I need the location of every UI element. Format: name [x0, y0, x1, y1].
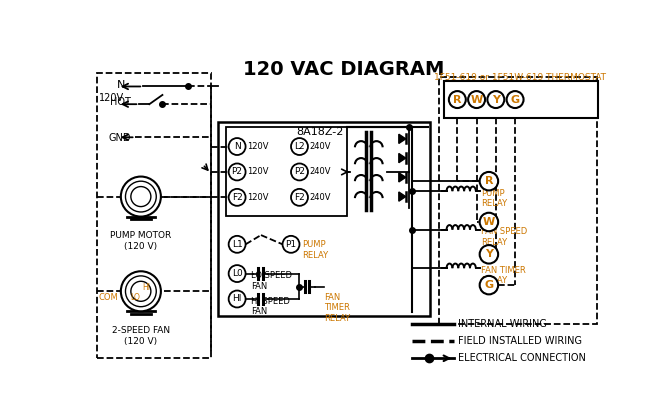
Text: F2: F2 [294, 193, 305, 202]
Text: FAN SPEED
RELAY: FAN SPEED RELAY [481, 228, 527, 247]
Text: FAN
TIMER
RELAY: FAN TIMER RELAY [324, 293, 350, 323]
Text: P2: P2 [232, 168, 243, 176]
Polygon shape [399, 173, 406, 182]
Circle shape [291, 138, 308, 155]
Text: HI SPEED
FAN: HI SPEED FAN [251, 297, 290, 316]
Circle shape [228, 236, 246, 253]
Text: 120 VAC DIAGRAM: 120 VAC DIAGRAM [243, 59, 444, 78]
Text: N: N [234, 142, 241, 151]
Circle shape [283, 236, 299, 253]
Circle shape [121, 271, 161, 311]
Text: FIELD INSTALLED WIRING: FIELD INSTALLED WIRING [458, 336, 582, 347]
Text: L1: L1 [232, 240, 243, 249]
Text: 1F51-619 or 1F51W-619 THERMOSTAT: 1F51-619 or 1F51W-619 THERMOSTAT [434, 73, 606, 83]
Text: Y: Y [492, 95, 500, 105]
Text: 2-SPEED FAN
(120 V): 2-SPEED FAN (120 V) [112, 326, 170, 346]
Text: L2: L2 [294, 142, 305, 151]
Bar [218, 122, 430, 316]
Polygon shape [399, 153, 406, 163]
Circle shape [449, 91, 466, 108]
Text: P2: P2 [294, 168, 305, 176]
Circle shape [480, 245, 498, 264]
Text: R: R [453, 95, 462, 105]
Text: FAN TIMER
RELAY: FAN TIMER RELAY [481, 266, 526, 285]
Text: R: R [484, 176, 493, 186]
Bar [444, 81, 598, 118]
Text: 240V: 240V [310, 168, 331, 176]
Text: PUMP
RELAY: PUMP RELAY [481, 189, 507, 208]
Bar [97, 73, 211, 358]
Text: 120V: 120V [247, 193, 269, 202]
Text: L0: L0 [232, 269, 243, 278]
Text: 120V: 120V [247, 142, 269, 151]
Bar [439, 77, 597, 323]
Circle shape [228, 189, 246, 206]
Circle shape [480, 213, 498, 231]
Circle shape [228, 265, 246, 282]
Text: LO SPEED
FAN: LO SPEED FAN [251, 271, 292, 291]
Circle shape [468, 91, 485, 108]
Bar [226, 127, 347, 216]
Text: G: G [511, 95, 520, 105]
Circle shape [291, 189, 308, 206]
Text: P1: P1 [285, 240, 297, 249]
Text: F2: F2 [232, 193, 243, 202]
Text: W: W [470, 95, 482, 105]
Circle shape [121, 176, 161, 217]
Text: 240V: 240V [310, 193, 331, 202]
Circle shape [480, 276, 498, 295]
Text: HI: HI [232, 295, 242, 303]
Text: GND: GND [109, 133, 131, 143]
Text: PUMP
RELAY: PUMP RELAY [302, 241, 328, 260]
Text: 120V: 120V [247, 168, 269, 176]
Polygon shape [399, 192, 406, 201]
Circle shape [228, 290, 246, 308]
Circle shape [487, 91, 505, 108]
Text: G: G [484, 280, 494, 290]
Text: 8A18Z-2: 8A18Z-2 [297, 127, 344, 137]
Circle shape [507, 91, 523, 108]
Text: N: N [117, 80, 125, 90]
Polygon shape [399, 134, 406, 143]
Text: COM: COM [98, 293, 118, 302]
Text: INTERNAL WIRING: INTERNAL WIRING [458, 318, 547, 328]
Circle shape [228, 138, 246, 155]
Text: 120V: 120V [99, 93, 125, 103]
Text: ELECTRICAL CONNECTION: ELECTRICAL CONNECTION [458, 353, 586, 363]
Circle shape [228, 163, 246, 181]
Text: PUMP MOTOR
(120 V): PUMP MOTOR (120 V) [111, 231, 172, 251]
Text: Y: Y [485, 249, 493, 259]
Text: 240V: 240V [310, 142, 331, 151]
Text: HOT: HOT [111, 97, 131, 107]
Circle shape [291, 163, 308, 181]
Circle shape [480, 172, 498, 190]
Text: W: W [483, 217, 495, 227]
Text: LO: LO [131, 293, 141, 302]
Text: HI: HI [142, 283, 150, 292]
